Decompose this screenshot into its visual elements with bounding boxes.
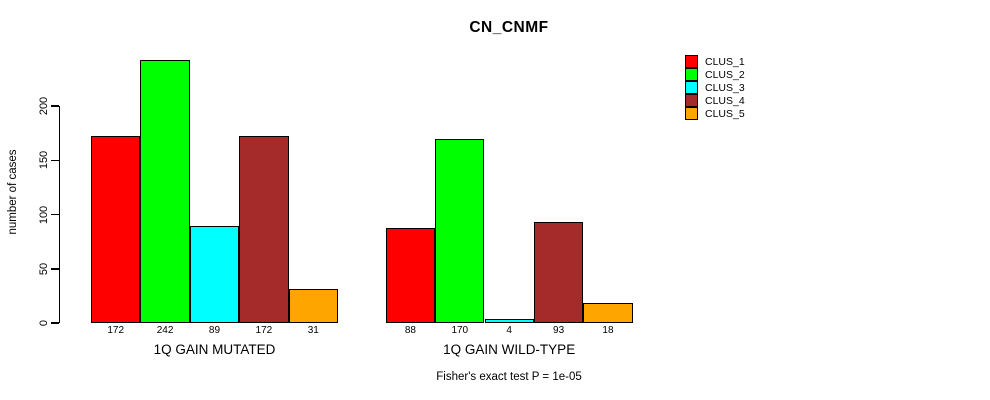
- legend-item-clus_3: CLUS_3: [685, 81, 745, 94]
- legend: CLUS_1 CLUS_2 CLUS_3 CLUS_4 CLUS_5: [685, 55, 745, 120]
- legend-item-clus_1: CLUS_1: [685, 55, 745, 68]
- bar-clus_1-group1: [91, 136, 141, 323]
- legend-label: CLUS_2: [705, 68, 745, 81]
- bar-value-label: 88: [404, 324, 416, 336]
- bar-value-label: 89: [208, 324, 221, 336]
- legend-label: CLUS_3: [705, 81, 745, 94]
- x-category-label: 1Q GAIN MUTATED: [153, 342, 276, 357]
- y-tick-mark: [51, 213, 59, 216]
- legend-swatch-icon: [685, 94, 698, 107]
- legend-label: CLUS_1: [705, 55, 745, 68]
- bar-value-label: 18: [602, 324, 614, 336]
- y-tick-mark: [51, 322, 59, 324]
- legend-label: CLUS_4: [705, 94, 745, 107]
- chart-title: CN_CNMF: [469, 19, 549, 36]
- x-category-label: 1Q GAIN WILD-TYPE: [443, 342, 576, 357]
- bar-clus_2-group1: [140, 60, 190, 323]
- bar-clus_4-group1: [239, 136, 289, 323]
- y-tick-mark: [51, 105, 59, 107]
- fisher-test-annotation: Fisher's exact test P = 1e-05: [436, 371, 582, 383]
- legend-label: CLUS_5: [705, 107, 745, 120]
- legend-swatch-icon: [685, 55, 698, 68]
- bar-clus_3-group1: [189, 226, 240, 323]
- bar-clus_1-group2: [385, 227, 436, 323]
- y-tick-label: 200: [38, 96, 50, 116]
- legend-item-clus_4: CLUS_4: [685, 94, 745, 107]
- bar-value-label: 172: [255, 324, 273, 336]
- bar-value-label: 170: [451, 324, 469, 336]
- y-tick-label: 0: [38, 319, 50, 327]
- legend-swatch-icon: [685, 68, 698, 81]
- y-tick-label: 50: [38, 262, 50, 275]
- bar-value-label: 172: [107, 324, 125, 336]
- legend-swatch-icon: [685, 81, 698, 94]
- y-axis-label: number of cases: [7, 149, 19, 235]
- bar-clus_5-group2: [583, 303, 633, 323]
- bar-clus_3-group2: [484, 318, 534, 323]
- y-tick-mark: [51, 268, 59, 270]
- bar-value-label: 4: [506, 324, 512, 336]
- bar-value-label: 242: [156, 324, 174, 336]
- bar-clus_2-group2: [435, 138, 485, 323]
- y-axis-line: [58, 106, 60, 323]
- bar-value-label: 93: [553, 324, 565, 336]
- y-tick-mark: [51, 159, 59, 161]
- y-tick-label: 100: [38, 205, 50, 224]
- legend-item-clus_2: CLUS_2: [685, 68, 745, 81]
- bar-value-label: 31: [307, 324, 319, 336]
- legend-swatch-icon: [685, 107, 698, 120]
- bar-clus_5-group1: [288, 289, 338, 323]
- legend-item-clus_5: CLUS_5: [685, 107, 745, 120]
- bar-clus_4-group2: [533, 222, 584, 323]
- y-tick-label: 150: [38, 151, 50, 170]
